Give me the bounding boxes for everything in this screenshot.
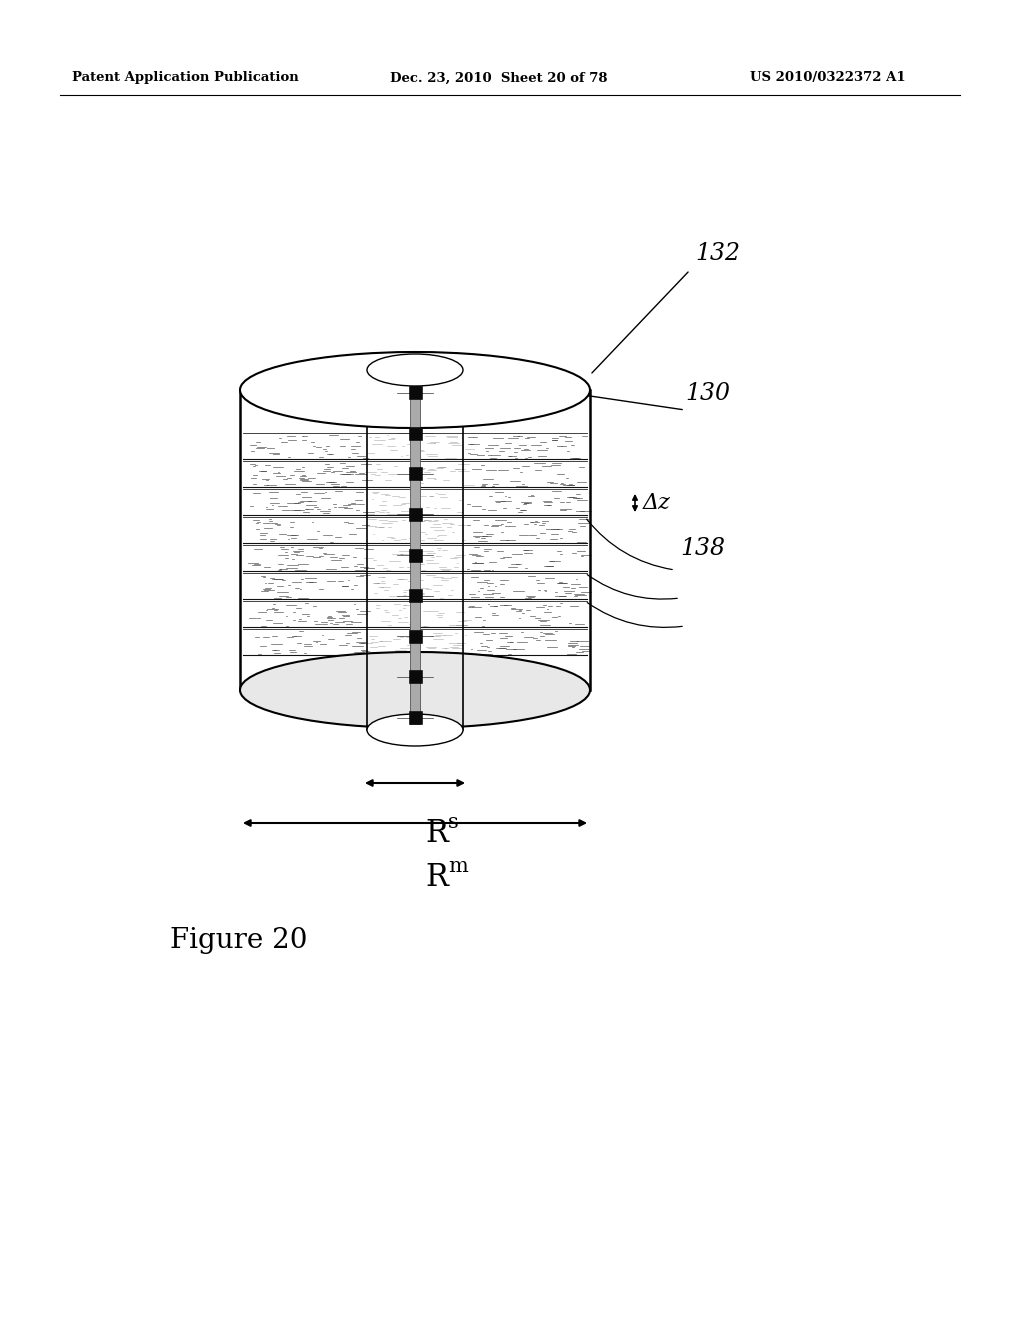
Bar: [409, 508, 422, 521]
Text: Δz: Δz: [643, 492, 671, 513]
Text: 132: 132: [695, 242, 740, 265]
Text: Figure 20: Figure 20: [170, 927, 307, 953]
Bar: [409, 426, 422, 440]
Bar: [409, 711, 422, 723]
Ellipse shape: [240, 352, 590, 428]
Ellipse shape: [367, 354, 463, 385]
Text: Dec. 23, 2010  Sheet 20 of 78: Dec. 23, 2010 Sheet 20 of 78: [390, 71, 607, 84]
Text: US 2010/0322372 A1: US 2010/0322372 A1: [750, 71, 905, 84]
Bar: [409, 549, 422, 561]
Text: Patent Application Publication: Patent Application Publication: [72, 71, 299, 84]
Ellipse shape: [367, 714, 463, 746]
Bar: [409, 630, 422, 643]
Bar: [409, 385, 422, 399]
Bar: [409, 671, 422, 684]
Text: m: m: [449, 858, 468, 876]
Ellipse shape: [240, 652, 590, 729]
Text: 138: 138: [680, 537, 725, 560]
Bar: [409, 589, 422, 602]
Text: 130: 130: [685, 381, 730, 405]
Bar: [409, 467, 422, 480]
Text: s: s: [449, 813, 459, 833]
Bar: [410, 385, 420, 723]
Text: R: R: [425, 817, 447, 849]
Text: R: R: [425, 862, 447, 894]
